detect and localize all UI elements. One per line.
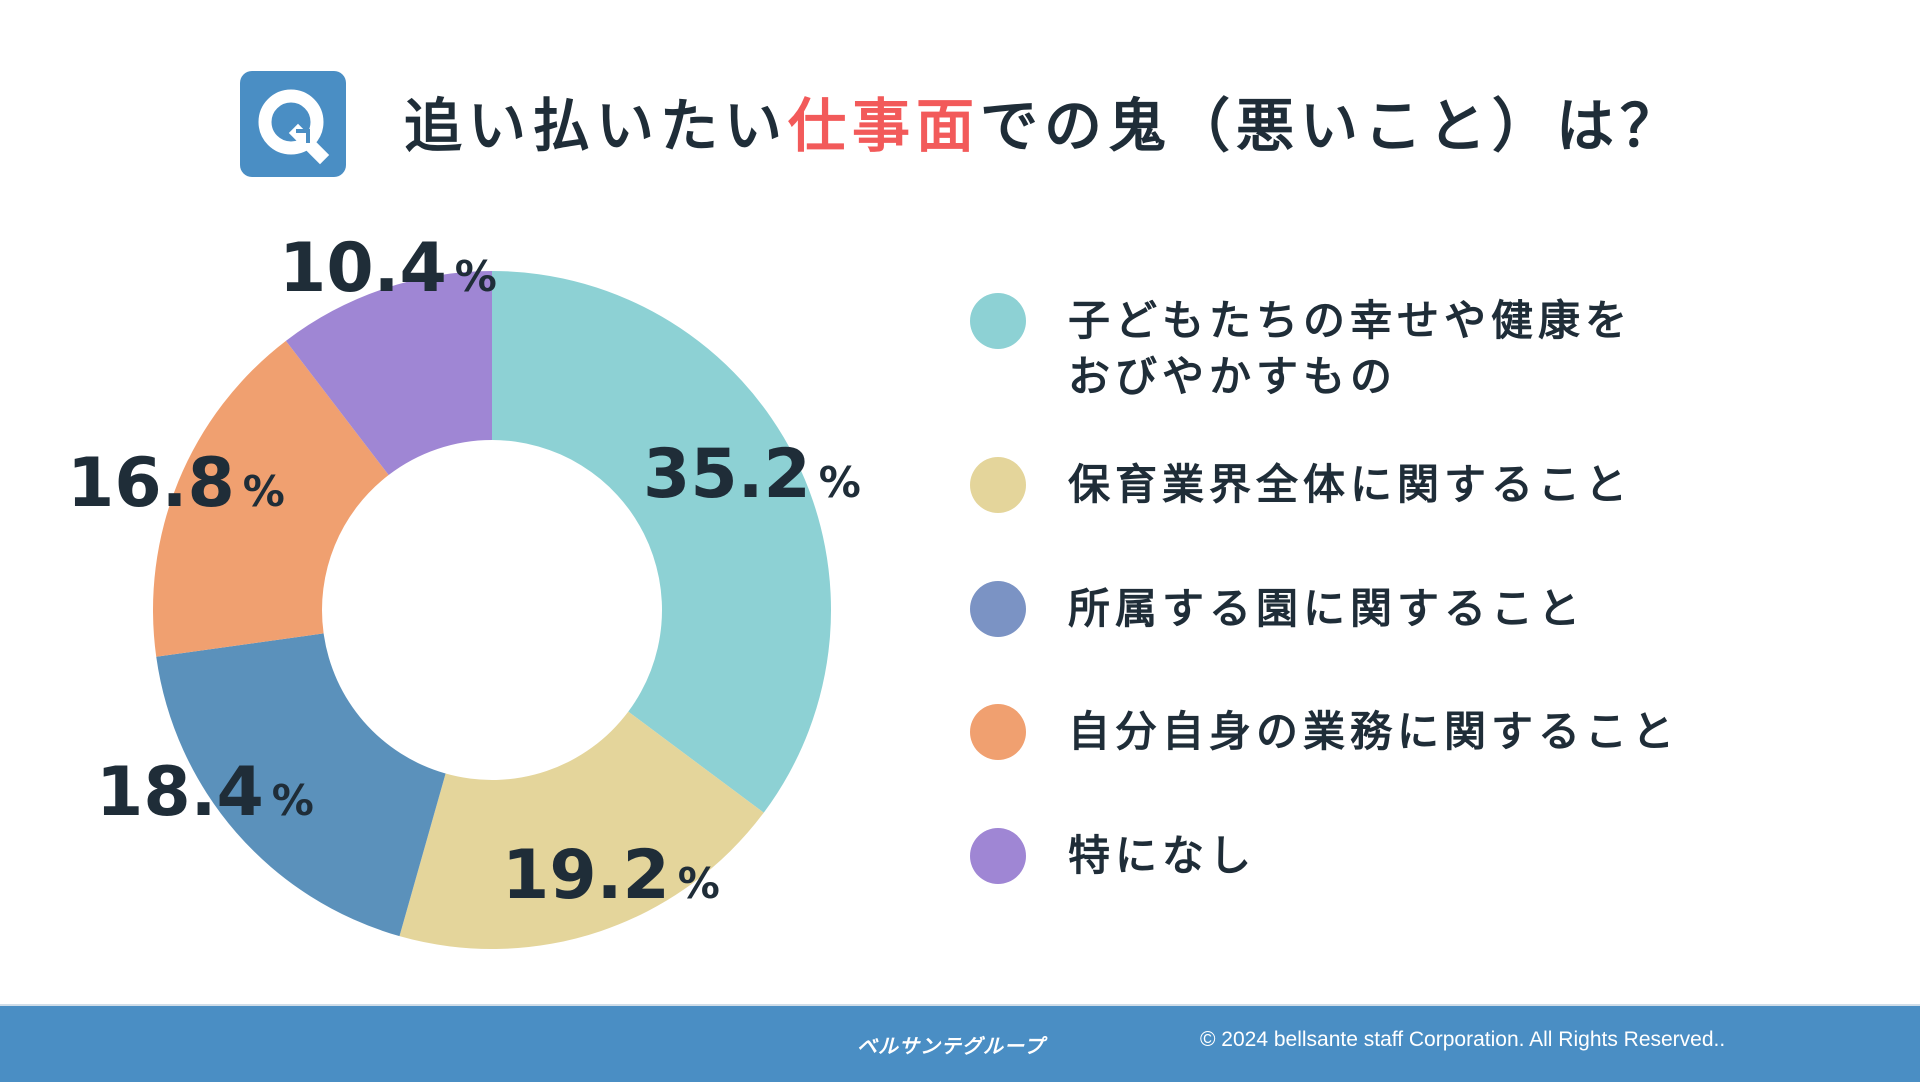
data-label: 10.4% [279, 229, 497, 317]
data-label-unit: % [818, 458, 861, 507]
legend-item: 保育業界全体に関すること [970, 457, 1632, 513]
data-label-value: 10.4 [279, 229, 447, 308]
legend-label: 自分自身の業務に関すること [1068, 704, 1679, 760]
legend-swatch [970, 457, 1026, 513]
legend-label-line: おびやかすもの [1068, 352, 1398, 401]
data-label: 19.2% [502, 836, 720, 924]
donut-slice [285, 271, 492, 476]
legend-label: 子どもたちの幸せや健康を おびやかすもの [1068, 293, 1632, 405]
data-label-unit: % [454, 252, 497, 301]
donut-slice [492, 271, 831, 813]
legend-label: 所属する園に関すること [1068, 581, 1585, 637]
legend-label: 保育業界全体に関すること [1068, 457, 1632, 513]
legend-swatch [970, 581, 1026, 637]
legend-label-line: 保育業界全体に関すること [1068, 460, 1633, 509]
data-label-value: 19.2 [502, 836, 670, 915]
legend-item: 自分自身の業務に関すること [970, 704, 1679, 760]
donut-chart [153, 271, 831, 949]
legend-label-line: 所属する園に関すること [1068, 584, 1586, 633]
company-logo: ベルサンテグループ [857, 1034, 1045, 1058]
legend-label-line: 自分自身の業務に関すること [1068, 707, 1680, 756]
data-label: 18.4% [96, 753, 314, 841]
q-icon [240, 71, 346, 177]
legend-label-line: 子どもたちの幸せや健康を [1068, 296, 1633, 345]
legend-swatch [970, 828, 1026, 884]
donut-slice [156, 633, 446, 937]
donut-slice [399, 711, 764, 949]
footer: ベルサンテグループ © 2024 bellsante staff Corpora… [0, 1004, 1920, 1082]
data-label-value: 35.2 [643, 435, 811, 514]
legend-item: 所属する園に関すること [970, 581, 1585, 637]
page-title: 追い払いたい仕事面での鬼（悪いこと）は？ [404, 88, 1684, 164]
legend-swatch [970, 704, 1026, 760]
legend-item: 子どもたちの幸せや健康を おびやかすもの [970, 293, 1632, 405]
data-label-unit: % [677, 859, 720, 908]
data-label-unit: % [242, 467, 285, 516]
legend-label-line: 特になし [1068, 831, 1257, 880]
data-label-unit: % [271, 776, 314, 825]
data-label-value: 16.8 [67, 444, 235, 523]
title-highlight: 仕事面 [788, 92, 981, 160]
legend-item: 特になし [970, 828, 1256, 884]
title-text-end: での鬼（悪いこと）は？ [980, 92, 1685, 160]
legend-swatch [970, 293, 1026, 349]
donut-slice [153, 340, 389, 657]
title-text: 追い払いたい [404, 92, 789, 160]
data-label: 35.2% [643, 435, 861, 523]
data-label-value: 18.4 [96, 753, 264, 832]
legend-label: 特になし [1068, 828, 1256, 884]
data-label: 16.8% [67, 444, 285, 532]
copyright: © 2024 bellsante staff Corporation. All … [1200, 1028, 1726, 1051]
